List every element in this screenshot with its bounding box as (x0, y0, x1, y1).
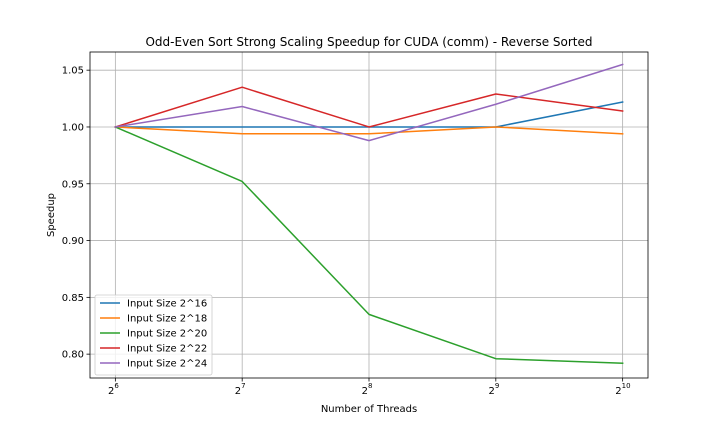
x-axis-ticks: 2 6 2 7 2 8 2 9 2 10 (108, 378, 631, 397)
x-tick-label-base: 2 (235, 386, 241, 397)
x-tick-label-base: 2 (488, 386, 494, 397)
x-tick-label: 2 10 (615, 382, 630, 397)
x-tick-label-exponent: 6 (114, 382, 119, 390)
x-tick-label-base: 2 (362, 386, 368, 397)
y-tick-label: 0.85 (62, 293, 84, 304)
x-axis-label: Number of Threads (321, 404, 417, 415)
x-tick-label-exponent: 9 (495, 382, 499, 390)
legend: Input Size 2^16 Input Size 2^18 Input Size… (94, 294, 213, 376)
legend-item: Input Size 2^20 (100, 329, 207, 340)
legend-item: Input Size 2^18 (100, 314, 207, 325)
y-axis-label: Speedup (46, 193, 57, 237)
y-tick-label: 1.00 (62, 122, 84, 133)
legend-item: Input Size 2^16 (100, 299, 207, 310)
legend-label: Input Size 2^20 (127, 329, 207, 340)
legend-label: Input Size 2^18 (127, 314, 207, 325)
y-tick-label: 0.80 (62, 350, 84, 361)
legend-item: Input Size 2^24 (100, 359, 207, 370)
y-tick-label: 1.05 (62, 66, 84, 77)
y-tick-label: 0.95 (62, 179, 84, 190)
legend-box (94, 294, 213, 376)
x-tick-label-exponent: 10 (622, 382, 631, 390)
x-tick-label-exponent: 7 (241, 382, 245, 390)
chart-title: Odd-Even Sort Strong Scaling Speedup for… (145, 35, 592, 49)
y-tick-label: 0.90 (62, 236, 84, 247)
legend-label: Input Size 2^16 (127, 299, 207, 310)
y-axis-ticks: 0.80 0.85 0.90 0.95 1.00 1.05 (62, 66, 90, 361)
series-line-3 (114, 125, 624, 365)
x-tick-label-base: 2 (108, 386, 114, 397)
x-tick-label-base: 2 (615, 386, 621, 397)
x-tick-label-exponent: 8 (368, 382, 372, 390)
series-line-2 (114, 126, 624, 135)
legend-label: Input Size 2^24 (127, 359, 207, 370)
series-lines (114, 63, 624, 365)
series-line-4 (114, 86, 624, 128)
series-line-5 (114, 63, 624, 142)
legend-label: Input Size 2^22 (127, 344, 207, 355)
legend-item: Input Size 2^22 (100, 344, 207, 355)
